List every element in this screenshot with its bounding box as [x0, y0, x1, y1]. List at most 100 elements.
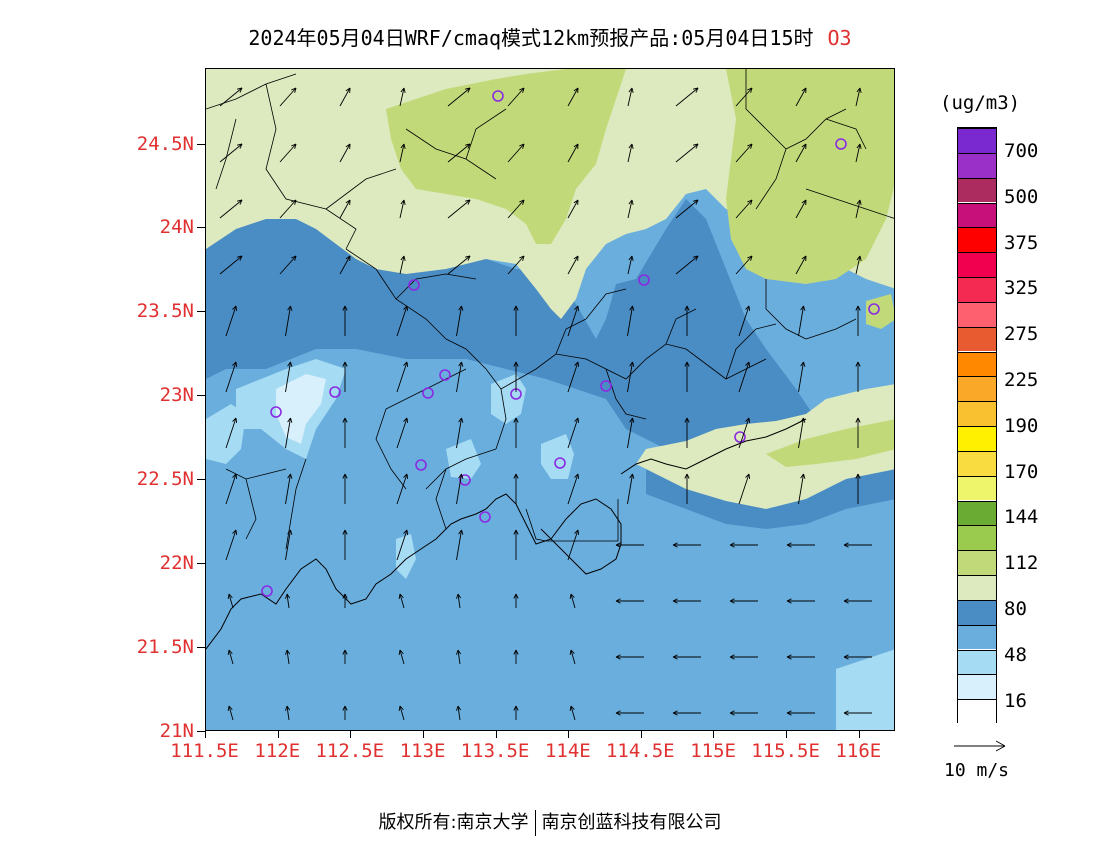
- variable-label: O3: [827, 26, 852, 50]
- lon-tick: [786, 731, 788, 738]
- wind-arrow: [567, 529, 580, 561]
- colorbar-segment: [958, 401, 996, 426]
- lat-tick: [197, 647, 205, 649]
- ozone-field-dark-band: [206, 199, 816, 454]
- colorbar-unit: (ug/m3): [940, 92, 1021, 114]
- wind-arrow: [513, 473, 519, 504]
- colorbar-label: 375: [1004, 231, 1039, 254]
- wind-arrow: [615, 654, 644, 660]
- wind-arrow: [729, 542, 758, 548]
- wind-arrow: [567, 361, 580, 393]
- colorbar-segment: [958, 450, 996, 476]
- lon-label: 113.5E: [460, 740, 530, 762]
- wind-arrow: [672, 710, 701, 716]
- wind-arrow: [569, 593, 576, 609]
- ozone-field-light-patch-6: [396, 534, 416, 579]
- wind-arrow: [398, 649, 405, 665]
- wind-arrow: [285, 593, 291, 609]
- lat-label: 24.5N: [136, 132, 194, 155]
- wind-arrow: [399, 199, 406, 219]
- ozone-field-light-patch-4: [491, 374, 526, 424]
- wind-arrow: [738, 417, 751, 449]
- wind-arrow: [279, 255, 297, 275]
- wind-arrow: [627, 199, 634, 219]
- wind-arrow: [738, 305, 751, 337]
- wind-arrow: [735, 199, 753, 219]
- wind-arrow: [513, 305, 519, 336]
- wind-arrow: [569, 705, 576, 721]
- copyright-left: 版权所有:南京大学: [378, 812, 529, 833]
- station-marker: [261, 585, 273, 597]
- ozone-field-light-patch-7: [836, 649, 894, 730]
- wind-arrow: [843, 710, 872, 716]
- colorbar-segment: [958, 351, 996, 377]
- wind-arrow: [684, 417, 690, 448]
- lon-label: 115E: [690, 740, 736, 762]
- wind-arrow: [339, 199, 351, 219]
- wind-arrow: [735, 87, 753, 107]
- lon-label: 111.5E: [170, 740, 239, 762]
- colorbar-segment: [958, 475, 996, 501]
- footer-separator: [534, 810, 536, 836]
- wind-arrow: [855, 87, 862, 107]
- lon-label: 112.5E: [315, 740, 385, 762]
- colorbar-segment: [958, 152, 996, 178]
- wind-arrow: [855, 143, 862, 163]
- lon-label: 115.5E: [751, 740, 820, 762]
- station-marker: [270, 406, 282, 418]
- wind-vectors: [219, 87, 872, 721]
- wind-arrow: [285, 649, 291, 665]
- wind-arrow: [843, 598, 872, 604]
- colorbar-segment: [958, 674, 996, 700]
- lat-tick: [197, 395, 205, 397]
- lat-label: 21N: [159, 720, 194, 742]
- wind-arrow: [513, 529, 519, 560]
- lat-label: 22N: [159, 552, 194, 575]
- colorbar-label: 144: [1004, 506, 1039, 529]
- station-marker: [835, 138, 847, 150]
- wind-arrow: [447, 199, 471, 219]
- wind-arrow: [279, 87, 297, 107]
- wind-arrow: [855, 255, 862, 275]
- station-marker: [408, 279, 420, 291]
- wind-arrow: [627, 473, 635, 505]
- wind-arrow: [227, 593, 234, 609]
- wind-arrow: [615, 542, 644, 548]
- wind-arrow: [855, 417, 861, 448]
- wind-arrow: [567, 199, 579, 219]
- wind-arrow: [798, 417, 806, 449]
- colorbar-segment: [958, 575, 996, 600]
- station-marker: [638, 274, 650, 286]
- wind-reference-label: 10 m/s: [944, 760, 1010, 781]
- colorbar-segment: [958, 426, 996, 451]
- lon-tick: [568, 731, 570, 738]
- wind-arrow: [615, 598, 644, 604]
- wind-arrow: [398, 593, 405, 609]
- wind-arrow: [225, 361, 238, 393]
- wind-arrow: [672, 542, 701, 548]
- lon-label: 114.5E: [605, 740, 675, 762]
- wind-arrow: [675, 255, 699, 275]
- wind-arrow: [735, 255, 753, 275]
- lon-tick: [495, 731, 497, 738]
- lon-tick: [277, 731, 279, 738]
- wind-arrow: [615, 710, 644, 716]
- lon-label: 116E: [835, 740, 882, 762]
- lat-tick: [197, 731, 205, 732]
- station-marker: [422, 387, 434, 399]
- ozone-field-112-144-west: [386, 69, 626, 244]
- colorbar-label: 325: [1004, 277, 1039, 300]
- wind-arrow: [843, 654, 872, 660]
- colorbar-segment: [958, 699, 996, 724]
- colorbar-segment: [958, 277, 996, 302]
- colorbar-label: 112: [1004, 552, 1039, 575]
- wind-arrow: [567, 417, 580, 449]
- wind-arrow: [567, 143, 579, 163]
- ozone-field-80-112-coast: [636, 384, 894, 509]
- wind-arrow: [447, 87, 471, 107]
- wind-arrow: [786, 598, 815, 604]
- wind-arrow: [285, 473, 293, 505]
- station-marker: [734, 431, 746, 443]
- wind-arrow: [627, 305, 635, 337]
- wind-arrow: [798, 361, 806, 393]
